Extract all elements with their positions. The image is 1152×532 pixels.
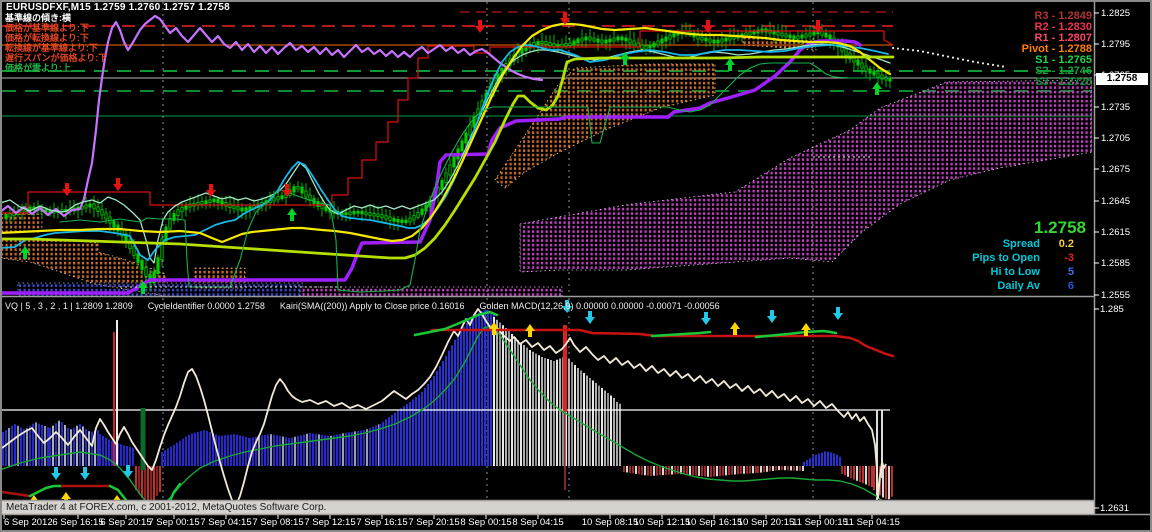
- price-axis-label: 1.2735: [1101, 102, 1131, 113]
- pivot-label: S3 - 1.2720: [1035, 76, 1092, 88]
- time-axis-label: 10 Sep 16:15: [685, 517, 743, 528]
- info-value: 6: [1067, 280, 1074, 292]
- time-axis-label: 8 Sep 00:15: [460, 517, 512, 528]
- ichimoku-status-line: 価格が転換線より:下: [5, 33, 89, 43]
- pivot-label: R1 - 1.2807: [1034, 32, 1092, 44]
- indicator-header-segment: CycleIdentifier 0.0000 1.2758: [147, 301, 265, 311]
- time-axis-label: 7 Sep 12:15: [304, 517, 356, 528]
- status-bar: MetaTrader 4 at FOREX.com, c 2001-2012, …: [6, 502, 327, 513]
- ichimoku-status-line: 価格が基準線より:下: [5, 23, 89, 33]
- price-axis-label: 1.2795: [1101, 39, 1131, 50]
- info-label: Pips to Open: [972, 252, 1040, 264]
- info-label: Daily Av: [997, 280, 1040, 292]
- indicator-header: VQ | 5 , 3 , 2 , 1 | 1.2809 1.2809 CycleI…: [5, 301, 720, 311]
- time-axis-label: 8 Sep 04:15: [512, 517, 564, 528]
- price-axis-label: 1.2705: [1101, 133, 1131, 144]
- indicator-header-segment: Kairi(SMA((200)) Apply to Close price 0.…: [279, 301, 465, 311]
- time-axis-label: 10 Sep 20:15: [737, 517, 795, 528]
- time-axis-label: 11 Sep 00:15: [792, 517, 848, 528]
- price-axis-label: 1.2555: [1101, 290, 1131, 301]
- price-axis-label: 1.2585: [1101, 258, 1131, 269]
- ichimoku-status-line: 転換線が基準線より:下: [5, 43, 98, 53]
- price-axis-label: 1.2645: [1101, 196, 1131, 207]
- time-axis-label: 6 Sep 20:15: [100, 517, 152, 528]
- lower-axis-label: 1.285: [1100, 304, 1124, 315]
- ichimoku-status-line: 価格が雲より:上: [5, 63, 71, 73]
- time-axis-label: 7 Sep 08:15: [252, 517, 304, 528]
- pivot-label: S1 - 1.2765: [1035, 54, 1092, 66]
- price-axis-label: 1.2675: [1101, 164, 1131, 175]
- time-axis-label: 7 Sep 00:15: [148, 517, 200, 528]
- info-row: Spread 0.2: [954, 238, 1074, 250]
- current-price-box: 1.2758: [1096, 73, 1148, 85]
- current-price-label: 1.2758: [1034, 218, 1086, 237]
- ichimoku-status-line: 遅行スパンが価格より:下: [5, 53, 108, 63]
- info-label: Hi to Low: [990, 266, 1041, 278]
- pivot-label: S2 - 1.2746: [1035, 65, 1092, 77]
- time-axis-label: 7 Sep 16:15: [356, 517, 408, 528]
- time-axis-label: 10 Sep 12:15: [633, 517, 691, 528]
- info-value: 0.2: [1058, 238, 1074, 250]
- info-row: Hi to Low 5: [954, 266, 1075, 278]
- info-value: -3: [1064, 252, 1074, 264]
- info-value: 5: [1067, 266, 1074, 278]
- ichimoku-status-line: 基準線の傾き:横: [5, 13, 71, 23]
- price-axis-label: 1.2615: [1101, 227, 1131, 238]
- pivot-label: R3 - 1.2849: [1034, 10, 1092, 22]
- time-axis-label: 11 Sep 04:15: [844, 517, 900, 528]
- info-label: Spread: [1002, 238, 1040, 250]
- info-row: Daily Av 6: [954, 280, 1074, 292]
- pivot-label: Pivot - 1.2788: [1021, 43, 1092, 55]
- time-axis-label: 10 Sep 08:15: [581, 517, 639, 528]
- time-axis-label: 7 Sep 20:15: [408, 517, 460, 528]
- price-axis-label: 1.2825: [1101, 8, 1131, 19]
- pivot-label: R2 - 1.2830: [1034, 21, 1092, 33]
- time-axis-label: 6 Sep 16:15: [52, 517, 104, 528]
- indicator-header-segment: VQ | 5 , 3 , 2 , 1 | 1.2809 1.2809: [5, 301, 133, 311]
- info-row: Pips to Open -3: [954, 252, 1074, 264]
- time-axis-label: 6 Sep 2012: [4, 517, 53, 528]
- symbol-title: EURUSDFXF,M15 1.2759 1.2760 1.2757 1.275…: [6, 2, 230, 13]
- time-axis-label: 7 Sep 04:15: [200, 517, 252, 528]
- lower-axis-label: 1.2631: [1100, 503, 1130, 514]
- indicator-header-segment: Golden MACD(12,26,9) 0.00000 0.00000 -0.…: [479, 301, 720, 311]
